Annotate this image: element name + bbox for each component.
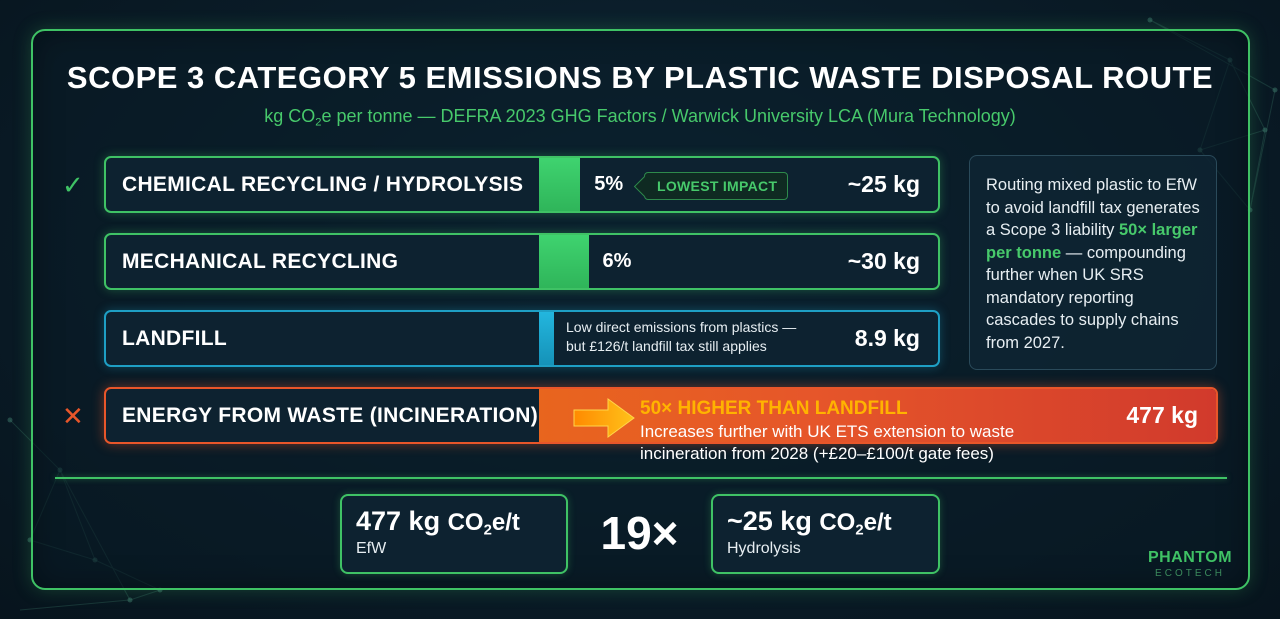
bar-mechanical-recycling [539,235,589,288]
bar-row-mechanical-recycling: MECHANICAL RECYCLING 6% ~30 kg [104,233,940,290]
category-label: ENERGY FROM WASTE (INCINERATION) [122,403,538,427]
value-label: ~25 kg [847,171,920,197]
efw-headline: 50× HIGHER THAN LANDFILL [640,398,908,419]
efw-note: Increases further with UK ETS extension … [640,422,1015,463]
category-label: MECHANICAL RECYCLING [122,249,399,273]
efw-stat-card: 477 kg CO2e/t EfW [340,494,568,574]
bar-chemical-recycling [539,158,581,211]
bar-row-energy-from-waste: ENERGY FROM WASTE (INCINERATION) 477 kg [104,387,1218,444]
value-label: 477 kg [1126,402,1198,428]
bar-energy-from-waste [539,389,1216,442]
bar-row-chemical-recycling: CHEMICAL RECYCLING / HYDROLYSIS 5% LOWES… [104,156,940,213]
hydrolysis-stat-value: ~25 kg CO2e/t [727,506,892,539]
value-label: ~30 kg [847,248,920,274]
hydrolysis-stat-label: Hydrolysis [727,540,801,558]
arrow-right-icon [573,398,635,438]
chart-title: SCOPE 3 CATEGORY 5 EMISSIONS BY PLASTIC … [66,60,1214,95]
percent-label: 6% [602,250,632,272]
bar-landfill [539,312,554,365]
cross-icon: ✕ [62,401,84,431]
percent-label: 5% [594,173,624,195]
category-label: LANDFILL [122,326,228,350]
category-label: CHEMICAL RECYCLING / HYDROLYSIS [122,172,524,196]
landfill-note: Low direct emissions from plastics — but… [566,319,797,354]
multiplier-value: 19× [600,507,679,559]
lowest-impact-tag: LOWEST IMPACT [644,172,789,200]
value-label: 8.9 kg [854,325,920,351]
efw-stat-value: 477 kg CO2e/t [356,506,520,539]
section-divider [55,477,1227,479]
brand-logo: PHANTOM ECOTECH [1147,549,1233,579]
bar-row-landfill: LANDFILL Low direct emissions from plast… [104,310,940,367]
efw-stat-label: EfW [356,540,387,558]
check-icon: ✓ [62,170,84,200]
chart-subtitle: kg CO2e per tonne — DEFRA 2023 GHG Facto… [264,106,1016,129]
hydrolysis-stat-card: ~25 kg CO2e/t Hydrolysis [711,494,940,574]
policy-callout: Routing mixed plastic to EfW to avoid la… [969,155,1217,370]
